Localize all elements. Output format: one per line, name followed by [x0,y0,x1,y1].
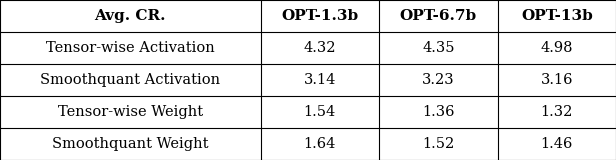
Text: 1.46: 1.46 [541,137,573,151]
Text: 1.52: 1.52 [422,137,455,151]
Text: 3.23: 3.23 [422,73,455,87]
Text: OPT-1.3b: OPT-1.3b [282,9,359,23]
Text: 4.35: 4.35 [422,41,455,55]
Text: OPT-6.7b: OPT-6.7b [400,9,477,23]
Text: 4.98: 4.98 [540,41,573,55]
Text: OPT-13b: OPT-13b [521,9,593,23]
Text: 1.32: 1.32 [541,105,573,119]
Text: 3.14: 3.14 [304,73,336,87]
Text: 1.36: 1.36 [422,105,455,119]
Text: 3.16: 3.16 [540,73,573,87]
Text: Smoothquant Weight: Smoothquant Weight [52,137,209,151]
Text: Smoothquant Activation: Smoothquant Activation [40,73,221,87]
Text: 4.32: 4.32 [304,41,336,55]
Text: Avg. CR.: Avg. CR. [95,9,166,23]
Text: Tensor-wise Weight: Tensor-wise Weight [58,105,203,119]
Text: 1.54: 1.54 [304,105,336,119]
Text: Tensor-wise Activation: Tensor-wise Activation [46,41,215,55]
Text: 1.64: 1.64 [304,137,336,151]
